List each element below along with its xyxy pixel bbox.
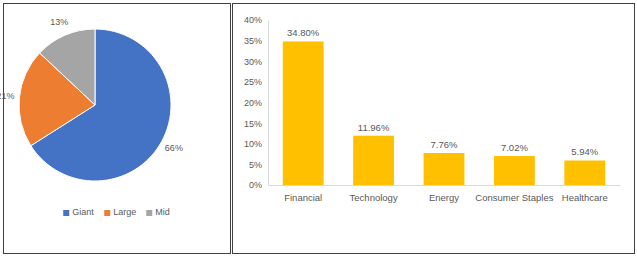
x-tick: Energy	[429, 185, 459, 203]
x-tick-label: Technology	[350, 192, 398, 203]
data-labels: 34.80% 11.96% 7.76% 7.02% 5.94%	[287, 27, 599, 157]
legend-label: Giant	[72, 207, 94, 217]
pie-slice	[40, 29, 95, 105]
x-tick-label: Energy	[429, 192, 459, 203]
x-tick: Technology	[350, 185, 398, 203]
data-label: 66%	[165, 143, 183, 153]
y-tick: 5%	[249, 160, 268, 170]
legend-item: Giant	[63, 207, 94, 217]
y-axis: 0% 5% 10% 15% 20% 25% 30% 35% 40%	[244, 15, 269, 190]
pie-chart: 66% 21% 13% Giant Large Mid	[0, 17, 183, 218]
y-tick-label: 20%	[244, 98, 262, 108]
bar-chart: 0% 5% 10% 15% 20% 25% 30% 35% 40% Financial Techno…	[244, 15, 621, 202]
bar	[564, 160, 605, 185]
panel-frame	[233, 4, 635, 254]
legend-swatch	[104, 210, 110, 216]
y-tick: 20%	[244, 98, 268, 108]
data-label: 7.76%	[431, 139, 458, 150]
y-tick: 40%	[244, 15, 268, 25]
panel-frame	[4, 4, 231, 254]
y-tick: 10%	[244, 139, 268, 149]
y-tick-label: 25%	[244, 77, 262, 87]
legend-label: Mid	[155, 207, 170, 217]
legend-label: Large	[113, 207, 136, 217]
y-tick-label: 15%	[244, 119, 262, 129]
y-tick-label: 5%	[249, 160, 262, 170]
bar	[424, 153, 465, 185]
y-tick: 30%	[244, 57, 268, 67]
data-label: 5.94%	[571, 146, 598, 157]
y-tick: 0%	[249, 180, 268, 190]
legend-item: Large	[104, 207, 136, 217]
x-axis: Financial Technology Energy Consumer Staple…	[269, 185, 621, 203]
y-tick-label: 35%	[244, 36, 262, 46]
x-axis-line	[269, 185, 621, 186]
bar	[283, 41, 324, 185]
x-tick: Healthcare	[562, 185, 608, 203]
y-tick-label: 30%	[244, 57, 262, 67]
data-label: 34.80%	[287, 27, 320, 38]
legend-swatch	[146, 210, 152, 216]
y-tick: 25%	[244, 77, 268, 87]
y-tick-label: 10%	[244, 139, 262, 149]
x-tick-label: Consumer Staples	[475, 192, 553, 203]
legend: Giant Large Mid	[63, 207, 170, 217]
y-tick: 15%	[244, 119, 268, 129]
bar	[494, 156, 535, 185]
data-label: 13%	[50, 17, 68, 27]
x-tick-label: Financial	[284, 192, 322, 203]
data-label: 7.02%	[501, 142, 528, 153]
data-label: 11.96%	[358, 122, 390, 133]
legend-swatch	[63, 210, 69, 216]
bars	[283, 41, 605, 185]
y-tick: 35%	[244, 36, 268, 46]
y-axis-line	[268, 21, 269, 186]
y-tick-label: 0%	[249, 180, 262, 190]
bar	[353, 136, 394, 185]
x-tick: Consumer Staples	[475, 185, 553, 203]
x-tick: Financial	[284, 185, 322, 203]
slices: 66% 21% 13%	[0, 17, 183, 181]
y-tick-label: 40%	[244, 15, 262, 25]
canvas: 66% 21% 13% Giant Large Mid 0% 5% 10% 15% 20% 25% 30…	[0, 0, 637, 256]
data-label: 21%	[0, 91, 14, 101]
x-tick-label: Healthcare	[562, 192, 608, 203]
legend-item: Mid	[146, 207, 170, 217]
